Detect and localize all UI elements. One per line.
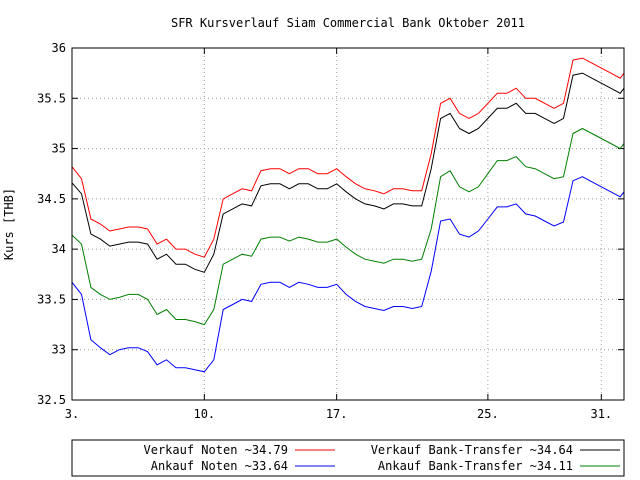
grid: [72, 48, 624, 400]
legend-label-ankauf-bank-transfer: Ankauf Bank-Transfer ~34.11: [378, 459, 573, 473]
x-tick-label: 31.: [590, 407, 612, 421]
x-tick-label: 3.: [65, 407, 79, 421]
x-tick-label: 10.: [193, 407, 215, 421]
y-tick-label: 34: [52, 242, 66, 256]
y-tick-label: 35: [52, 142, 66, 156]
series-lines: [71, 57, 625, 373]
y-axis-label: Kurs [THB]: [2, 188, 16, 260]
series-line-3: [71, 176, 625, 373]
y-tick-label: 33: [52, 343, 66, 357]
y-tick-label: 35.5: [37, 91, 66, 105]
legend-label-ankauf-noten: Ankauf Noten ~33.64: [151, 459, 288, 473]
plot-frame: [71, 47, 625, 401]
series-line-0: [71, 57, 625, 258]
series-line-2: [71, 127, 625, 326]
y-tick-label: 32.5: [37, 393, 66, 407]
y-tick-label: 34.5: [37, 192, 66, 206]
legend-label-verkauf-noten: Verkauf Noten ~34.79: [144, 443, 289, 457]
chart-title: SFR Kursverlauf Siam Commercial Bank Okt…: [171, 16, 525, 30]
legend-box: [71, 439, 625, 477]
legend-label-verkauf-bank-transfer: Verkauf Bank-Transfer ~34.64: [371, 443, 573, 457]
x-tick-label: 25.: [477, 407, 499, 421]
x-tick-label: 17.: [326, 407, 348, 421]
y-tick-label: 36: [52, 41, 66, 55]
axis-ticks: 32.5 33 33.5 34 34.5 35 35.5 36 3. 10. 17. 25. 31.: [37, 41, 624, 421]
legend: Verkauf Noten ~34.79 Verkauf Bank-Transf…: [71, 439, 625, 477]
y-tick-label: 33.5: [37, 292, 66, 306]
series-line-1: [71, 72, 625, 273]
